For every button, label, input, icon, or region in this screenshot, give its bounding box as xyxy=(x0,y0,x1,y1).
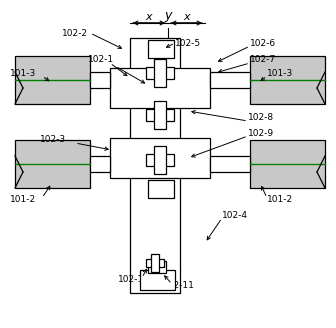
Bar xyxy=(146,259,164,267)
Bar xyxy=(15,56,90,104)
Text: 101-2: 101-2 xyxy=(267,195,293,204)
Bar xyxy=(15,140,90,188)
Bar xyxy=(110,138,210,178)
Text: 102-8: 102-8 xyxy=(248,113,274,122)
Bar xyxy=(130,38,180,293)
Bar xyxy=(250,140,325,188)
Bar xyxy=(90,156,110,172)
Text: 102-1: 102-1 xyxy=(88,55,114,65)
Bar xyxy=(146,154,174,166)
Text: 101-2: 101-2 xyxy=(10,195,36,204)
Bar xyxy=(210,72,250,88)
Text: 102-9: 102-9 xyxy=(248,129,274,137)
Bar xyxy=(148,40,174,58)
Text: 101-3: 101-3 xyxy=(10,69,36,77)
Bar xyxy=(148,180,174,198)
Text: 101-3: 101-3 xyxy=(267,69,293,77)
Bar xyxy=(154,59,166,87)
Text: 102-10: 102-10 xyxy=(118,276,150,284)
Text: 102-4: 102-4 xyxy=(222,212,248,220)
Text: 102-2: 102-2 xyxy=(62,29,88,37)
Bar xyxy=(90,72,110,88)
Bar xyxy=(250,56,325,104)
Text: y: y xyxy=(164,10,172,23)
Bar xyxy=(140,270,175,290)
Bar xyxy=(146,67,174,79)
Bar xyxy=(148,261,166,273)
Text: x: x xyxy=(184,12,190,22)
Text: 102-5: 102-5 xyxy=(175,38,201,48)
Bar xyxy=(210,156,250,172)
Text: 102-6: 102-6 xyxy=(250,38,276,48)
Bar xyxy=(146,109,174,121)
Bar xyxy=(151,254,159,272)
Text: x: x xyxy=(146,12,152,22)
Text: 102-3: 102-3 xyxy=(40,135,66,145)
Bar xyxy=(110,68,210,108)
Text: 102-7: 102-7 xyxy=(250,55,276,65)
Bar xyxy=(154,101,166,129)
Text: 102-11: 102-11 xyxy=(163,281,195,291)
Bar xyxy=(154,146,166,174)
